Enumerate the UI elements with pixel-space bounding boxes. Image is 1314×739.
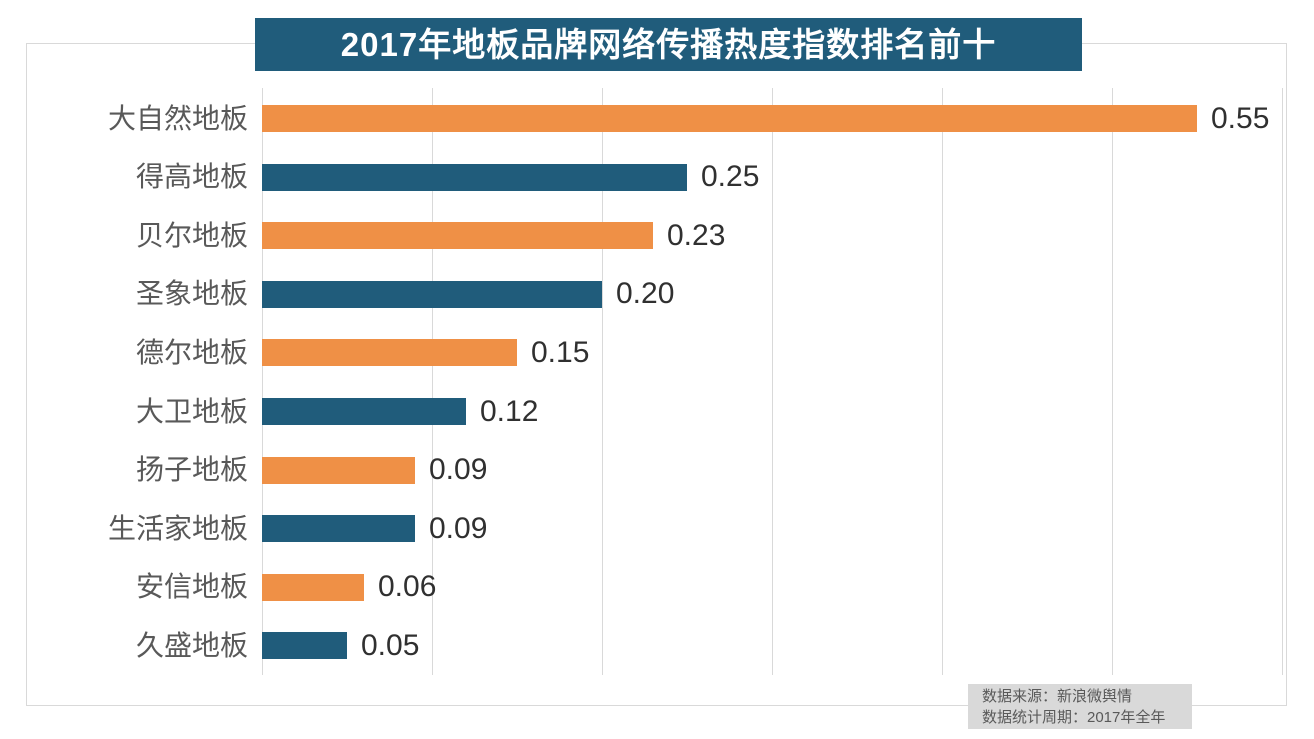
category-label: 德尔地板 [135, 336, 248, 368]
data-source-line: 数据来源：新浪微舆情 [982, 688, 1133, 705]
category-label: 久盛地板 [135, 629, 248, 661]
value-label: 0.05 [361, 628, 420, 662]
vertical-gridline [602, 88, 603, 675]
vertical-gridline [262, 88, 263, 675]
bar [262, 515, 415, 543]
category-label: 安信地板 [135, 571, 248, 603]
vertical-gridline [942, 88, 943, 675]
category-label: 圣象地板 [135, 278, 248, 310]
bar [262, 339, 517, 367]
value-label: 0.09 [429, 453, 488, 487]
category-label: 生活家地板 [107, 512, 248, 544]
vertical-gridline [432, 88, 433, 675]
bar [262, 398, 466, 425]
category-label: 扬子地板 [135, 454, 248, 486]
category-label: 大卫地板 [135, 395, 248, 427]
bar [262, 105, 1197, 132]
value-label: 0.06 [378, 570, 437, 604]
vertical-gridline [772, 88, 773, 675]
bar [262, 456, 415, 484]
chart-title: 2017年地板品牌网络传播热度指数排名前十 [255, 18, 1082, 71]
value-label: 0.55 [1211, 101, 1270, 135]
vertical-gridline [1112, 88, 1113, 675]
data-source-note: 数据来源：新浪微舆情 数据统计周期：2017年全年 [968, 684, 1192, 729]
bar [262, 163, 687, 191]
value-label: 0.12 [480, 394, 539, 428]
data-period-line: 数据统计周期：2017年全年 [982, 709, 1166, 726]
bar [262, 222, 653, 250]
vertical-gridline [1282, 88, 1283, 675]
value-label: 0.20 [616, 277, 675, 311]
bar [262, 632, 347, 660]
value-label: 0.23 [667, 218, 726, 252]
category-label: 得高地板 [135, 161, 248, 193]
value-label: 0.25 [701, 160, 760, 194]
category-label: 大自然地板 [107, 102, 248, 134]
category-label: 贝尔地板 [135, 219, 248, 251]
bar [262, 573, 364, 601]
value-label: 0.15 [531, 335, 590, 369]
bar [262, 280, 602, 308]
value-label: 0.09 [429, 511, 488, 545]
